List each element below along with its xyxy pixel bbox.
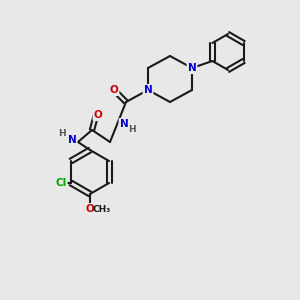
Text: N: N xyxy=(188,63,196,73)
Text: N: N xyxy=(68,135,76,145)
Text: O: O xyxy=(85,204,94,214)
Text: N: N xyxy=(144,85,152,95)
Text: H: H xyxy=(128,125,136,134)
Text: O: O xyxy=(94,110,102,120)
Text: O: O xyxy=(110,85,118,95)
Text: N: N xyxy=(120,119,128,129)
Text: CH₃: CH₃ xyxy=(93,205,111,214)
Text: H: H xyxy=(58,130,66,139)
Text: Cl: Cl xyxy=(55,178,67,188)
